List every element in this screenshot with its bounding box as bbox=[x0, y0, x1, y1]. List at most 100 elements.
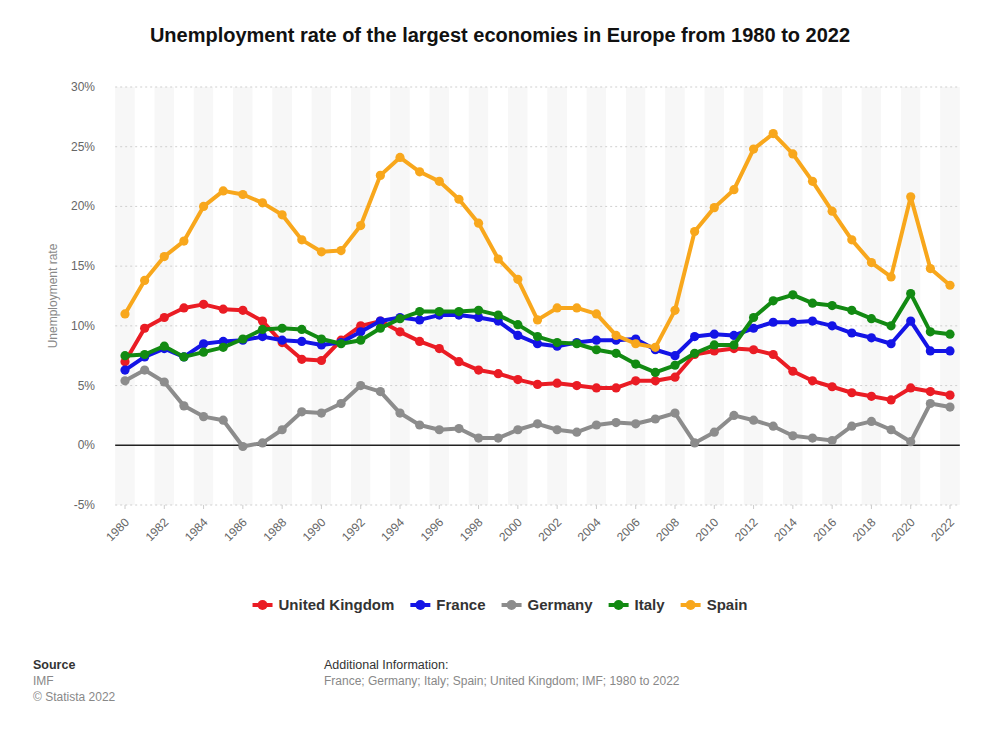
point bbox=[867, 333, 876, 342]
band bbox=[469, 87, 489, 505]
point bbox=[926, 387, 935, 396]
band bbox=[272, 87, 292, 505]
point bbox=[867, 417, 876, 426]
point bbox=[828, 436, 837, 445]
point bbox=[513, 331, 522, 340]
point bbox=[847, 422, 856, 431]
point bbox=[886, 425, 895, 434]
point bbox=[376, 324, 385, 333]
x-tick bbox=[517, 505, 518, 509]
point bbox=[670, 306, 679, 315]
point bbox=[297, 325, 306, 334]
band bbox=[174, 87, 194, 505]
x-tick bbox=[635, 505, 636, 509]
band bbox=[822, 87, 842, 505]
x-tick bbox=[832, 505, 833, 509]
title: Unemployment rate of the largest economi… bbox=[150, 24, 850, 46]
additional-info-label: Additional Information: bbox=[324, 658, 448, 672]
point bbox=[317, 247, 326, 256]
point bbox=[572, 303, 581, 312]
point bbox=[179, 352, 188, 361]
point bbox=[140, 276, 149, 285]
y-tick-label: 20% bbox=[71, 199, 95, 213]
point bbox=[769, 318, 778, 327]
x-tick-label: 1986 bbox=[221, 515, 250, 544]
band bbox=[665, 87, 685, 505]
legend-marker bbox=[686, 600, 696, 610]
band bbox=[626, 87, 646, 505]
point bbox=[690, 332, 699, 341]
point bbox=[435, 425, 444, 434]
point bbox=[867, 392, 876, 401]
point bbox=[631, 339, 640, 348]
point bbox=[454, 195, 463, 204]
legend-label: Spain bbox=[707, 596, 748, 613]
x-tick-label: 2006 bbox=[614, 515, 643, 544]
point bbox=[710, 340, 719, 349]
band bbox=[351, 87, 371, 505]
x-tick-label: 2000 bbox=[496, 515, 525, 544]
point bbox=[219, 416, 228, 425]
point bbox=[729, 185, 738, 194]
point bbox=[140, 324, 149, 333]
point bbox=[258, 316, 267, 325]
band bbox=[410, 87, 430, 505]
point bbox=[749, 313, 758, 322]
point bbox=[651, 414, 660, 423]
grid-line bbox=[115, 505, 960, 506]
x-tick bbox=[164, 505, 165, 509]
point bbox=[356, 336, 365, 345]
point bbox=[533, 315, 542, 324]
point bbox=[454, 424, 463, 433]
point bbox=[670, 351, 679, 360]
x-tick bbox=[360, 505, 361, 509]
point bbox=[513, 425, 522, 434]
grid-line bbox=[115, 266, 960, 267]
point bbox=[788, 318, 797, 327]
x-tick bbox=[753, 505, 754, 509]
chart: Unemployment rate of the largest economi… bbox=[0, 0, 1000, 743]
point bbox=[258, 325, 267, 334]
series bbox=[120, 365, 954, 451]
point bbox=[160, 313, 169, 322]
point bbox=[278, 336, 287, 345]
point bbox=[788, 149, 797, 158]
source: IMF bbox=[33, 674, 54, 688]
point bbox=[592, 309, 601, 318]
series-line bbox=[125, 315, 950, 370]
point bbox=[120, 365, 129, 374]
point bbox=[415, 315, 424, 324]
band bbox=[704, 87, 724, 505]
point bbox=[906, 289, 915, 298]
y-tick-label: 10% bbox=[71, 319, 95, 333]
point bbox=[120, 309, 129, 318]
point bbox=[120, 351, 129, 360]
point bbox=[808, 316, 817, 325]
legend-label: France bbox=[436, 596, 485, 613]
point bbox=[808, 434, 817, 443]
x-tick-label: 2016 bbox=[810, 515, 839, 544]
point bbox=[867, 314, 876, 323]
point bbox=[592, 383, 601, 392]
point bbox=[553, 425, 562, 434]
point bbox=[945, 330, 954, 339]
x-tick bbox=[675, 505, 676, 509]
x-tick bbox=[439, 505, 440, 509]
x-tick-label: 1982 bbox=[143, 515, 172, 544]
point bbox=[945, 391, 954, 400]
series-line bbox=[125, 134, 950, 348]
point bbox=[670, 361, 679, 370]
x-tick bbox=[282, 505, 283, 509]
point bbox=[808, 299, 817, 308]
point bbox=[651, 376, 660, 385]
legend: United KingdomFranceGermanyItalySpain bbox=[253, 596, 748, 613]
point bbox=[611, 418, 620, 427]
x-tick bbox=[242, 505, 243, 509]
point bbox=[435, 344, 444, 353]
point bbox=[945, 402, 954, 411]
point bbox=[278, 425, 287, 434]
plot bbox=[120, 129, 954, 451]
band bbox=[213, 87, 233, 505]
band bbox=[803, 87, 823, 505]
point bbox=[356, 381, 365, 390]
